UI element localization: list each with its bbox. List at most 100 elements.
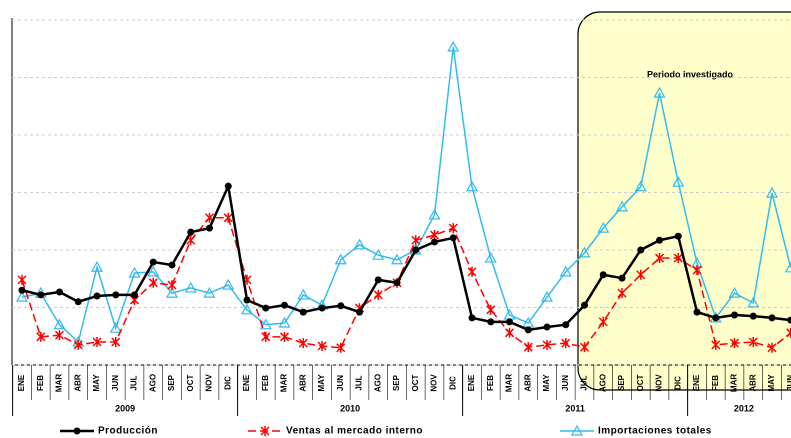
legend-item: Ventas al mercado interno [248, 426, 423, 437]
data-point [598, 316, 608, 327]
x-tick-label: AGO [373, 374, 382, 392]
data-point [390, 253, 404, 265]
data-point [53, 318, 66, 330]
data-point [336, 342, 346, 353]
data-point [17, 274, 27, 285]
x-tick-label: MAY [767, 374, 776, 392]
data-point [74, 298, 82, 306]
data-point [540, 290, 554, 302]
data-point [393, 279, 401, 287]
data-point [672, 175, 685, 187]
x-tick-label: MAR [505, 374, 514, 392]
year-label: 2012 [734, 403, 754, 413]
data-point [411, 235, 421, 246]
x-tick-label: NOV [205, 374, 214, 392]
data-point [259, 318, 272, 330]
x-tick-label: ABR [748, 374, 757, 392]
x-tick-label: JUN [786, 375, 791, 391]
data-point [54, 330, 65, 341]
data-point [262, 304, 270, 312]
data-point [206, 224, 213, 232]
data-point [224, 182, 232, 190]
data-point [73, 339, 83, 350]
x-tick-label: MAY [92, 374, 101, 392]
x-tick-label: OCT [186, 374, 195, 391]
data-point [36, 331, 46, 342]
data-point [711, 339, 721, 350]
data-point [447, 40, 460, 52]
data-point [712, 314, 720, 322]
data-point [486, 304, 496, 315]
x-tick-label: OCT [411, 374, 420, 391]
data-point [561, 338, 571, 349]
legend-label: Importaciones totales [598, 426, 712, 437]
x-tick-label: JUL [355, 375, 364, 390]
data-point [356, 308, 363, 316]
data-point [112, 291, 120, 299]
x-tick-label: MAR [280, 374, 289, 392]
data-point [578, 246, 591, 258]
data-point [692, 265, 702, 276]
data-point [504, 327, 515, 338]
x-tick-label: ENE [242, 374, 251, 391]
data-point [731, 311, 738, 319]
data-point [167, 280, 177, 291]
data-point [747, 296, 760, 308]
x-tick-label: MAR [730, 374, 739, 392]
data-point [93, 292, 101, 300]
data-point [653, 86, 666, 98]
data-point [428, 208, 441, 220]
data-point [187, 228, 195, 236]
x-tick-label: ENE [17, 374, 26, 391]
data-point [168, 261, 176, 269]
data-point [281, 301, 288, 309]
year-label: 2011 [565, 403, 585, 413]
x-tick-label: DIC [223, 376, 232, 390]
annotation: Periodo investigado [647, 69, 734, 79]
data-point [317, 341, 327, 352]
data-point [298, 338, 308, 349]
data-point [581, 301, 588, 309]
data-point [523, 342, 533, 353]
x-tick-label: FEB [486, 375, 495, 391]
data-point [767, 342, 777, 353]
legend-marker [570, 424, 584, 436]
data-point [128, 266, 141, 278]
data-point [299, 308, 307, 316]
data-point [111, 337, 121, 347]
data-point [448, 223, 458, 234]
data-point [562, 321, 570, 329]
x-tick-label: ENE [692, 374, 701, 391]
data-point [223, 212, 233, 223]
data-point [149, 258, 157, 266]
data-point [765, 186, 779, 198]
data-point [579, 342, 590, 353]
x-tick-label: NOV [655, 374, 664, 392]
x-tick-label: DIC [448, 376, 457, 390]
data-point [90, 261, 104, 272]
data-point [693, 308, 701, 316]
data-point [243, 296, 251, 304]
data-point [18, 286, 26, 294]
data-point [431, 238, 438, 246]
data-point [484, 251, 497, 263]
data-point [56, 288, 63, 296]
data-point [334, 253, 347, 265]
data-point [37, 291, 45, 299]
legend-item: Importaciones totales [560, 424, 712, 437]
x-tick-label: FEB [36, 375, 45, 391]
data-point [467, 266, 477, 277]
data-point [748, 337, 758, 347]
x-tick-label: NOV [430, 374, 439, 392]
x-tick-label: DIC [673, 376, 682, 390]
x-tick-label: JUL [580, 375, 589, 390]
legend-item: Producción [60, 426, 158, 437]
data-point [318, 304, 326, 312]
x-tick-label: AGO [598, 374, 607, 392]
data-point [487, 318, 495, 326]
x-tick-label: MAR [55, 374, 64, 392]
x-tick-label: ENE [467, 374, 476, 391]
data-point [615, 200, 629, 212]
legend-marker [260, 426, 270, 436]
data-point [148, 277, 158, 288]
